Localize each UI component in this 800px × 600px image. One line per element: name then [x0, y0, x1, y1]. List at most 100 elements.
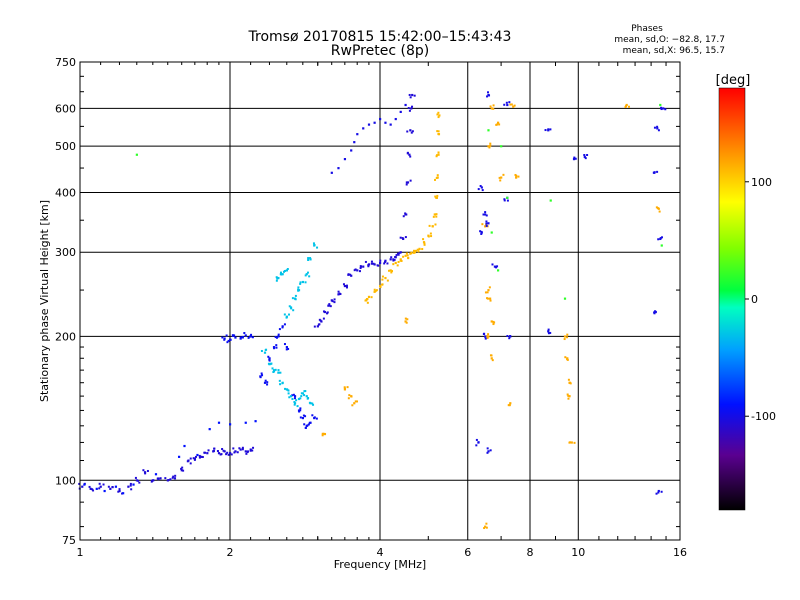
data-point — [316, 246, 319, 249]
data-point — [375, 289, 378, 292]
data-point — [266, 381, 269, 384]
data-point — [283, 323, 286, 326]
data-point — [487, 333, 490, 336]
data-point — [485, 224, 488, 227]
data-point — [81, 485, 84, 488]
data-point — [486, 291, 489, 294]
data-point — [251, 449, 254, 452]
data-point — [129, 482, 132, 485]
data-point — [177, 455, 181, 458]
data-point — [270, 362, 273, 365]
data-point — [356, 269, 359, 272]
data-point — [583, 155, 586, 159]
data-point — [479, 230, 482, 233]
data-point — [298, 410, 301, 413]
data-point — [574, 157, 577, 160]
data-point — [659, 237, 662, 240]
data-point — [164, 477, 167, 480]
data-point — [362, 265, 365, 268]
data-point — [311, 402, 314, 405]
data-point — [431, 225, 434, 228]
data-point — [484, 525, 487, 528]
data-point — [506, 199, 509, 202]
data-point — [109, 487, 112, 490]
colorbar-ticks: 100 0 -100 — [745, 176, 776, 423]
data-point — [480, 230, 483, 233]
data-point — [277, 333, 280, 336]
data-point — [167, 479, 170, 482]
data-point — [500, 176, 503, 179]
data-point — [506, 103, 509, 107]
data-point — [583, 153, 586, 156]
data-point — [392, 258, 395, 261]
data-point — [547, 328, 550, 331]
data-point — [433, 213, 436, 216]
series-cusp-scatter-o-cyan- — [260, 242, 319, 408]
data-point — [266, 383, 269, 386]
x-tick-label: 8 — [527, 546, 534, 559]
x-tick-label: 6 — [464, 546, 471, 559]
data-point — [288, 313, 291, 316]
data-point — [498, 123, 501, 126]
data-point — [304, 390, 307, 393]
data-point — [367, 123, 371, 126]
data-point — [309, 257, 312, 260]
data-point — [488, 286, 491, 289]
colorbar-tick-label: -100 — [751, 410, 776, 423]
data-point — [312, 242, 315, 245]
data-point — [182, 469, 185, 472]
data-point — [288, 396, 291, 399]
data-point — [265, 348, 268, 351]
data-point — [488, 146, 491, 149]
chart-title: Tromsø 20170815 15:42:00–15:43:43 — [248, 29, 512, 45]
data-point — [263, 351, 267, 354]
data-point — [306, 424, 309, 427]
data-point — [299, 407, 302, 410]
data-point — [277, 371, 280, 374]
data-point — [272, 369, 276, 372]
colorbar-tick-label: 100 — [751, 176, 772, 189]
data-point — [267, 355, 270, 358]
data-point — [503, 199, 506, 202]
data-point — [146, 469, 149, 472]
data-point — [117, 490, 120, 493]
data-point — [405, 321, 408, 324]
data-point — [437, 130, 440, 133]
data-point — [347, 273, 350, 276]
data-point — [291, 394, 294, 397]
data-point — [406, 181, 410, 184]
plot-grid — [80, 62, 680, 540]
series-cyan-green-scatter — [135, 103, 663, 300]
data-point — [547, 330, 550, 333]
data-point — [304, 415, 307, 418]
phase-info-line2: mean, sd,X: 96.5, 15.7 — [623, 46, 725, 56]
data-point — [487, 222, 490, 225]
data-point — [383, 262, 386, 265]
data-point — [384, 276, 387, 280]
data-point — [337, 290, 340, 293]
data-point — [308, 421, 311, 424]
x-tick-label: 2 — [227, 546, 234, 559]
data-point — [337, 293, 340, 296]
data-point — [509, 103, 512, 106]
data-point — [506, 196, 509, 199]
data-point — [407, 256, 410, 259]
data-point — [309, 258, 312, 261]
data-point — [404, 236, 407, 239]
data-point — [656, 170, 659, 173]
data-point — [366, 298, 369, 301]
data-point — [333, 298, 336, 301]
data-point — [338, 292, 341, 295]
data-point — [549, 199, 552, 202]
data-point — [490, 320, 493, 323]
data-point — [367, 265, 370, 268]
data-point — [660, 490, 663, 493]
data-point — [660, 108, 663, 111]
data-point — [91, 488, 94, 491]
data-point — [114, 485, 118, 488]
data-point — [239, 336, 242, 339]
data-point — [276, 277, 279, 280]
data-point — [570, 441, 573, 444]
data-point — [495, 123, 498, 126]
data-point — [136, 479, 139, 482]
